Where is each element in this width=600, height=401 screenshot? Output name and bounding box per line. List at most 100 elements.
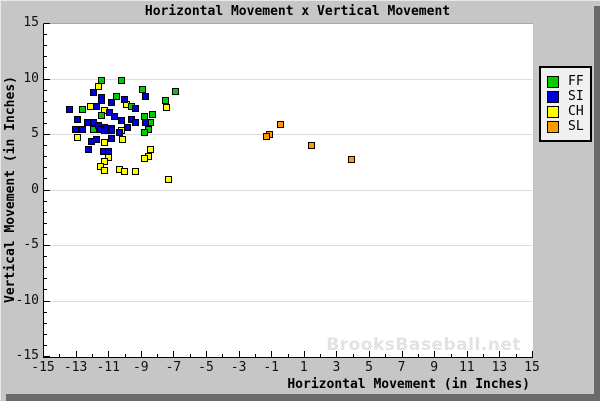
y-minor-tick <box>44 145 47 146</box>
x-major-tick <box>369 351 370 357</box>
data-point-si <box>107 99 115 107</box>
data-point-si <box>117 117 125 125</box>
data-point-ff <box>112 92 120 100</box>
x-axis-label: Horizontal Movement (in Inches) <box>287 377 530 392</box>
data-point-ch <box>101 139 109 147</box>
x-major-tick <box>239 351 240 357</box>
data-point-sl <box>262 132 270 140</box>
x-tick-label: 3 <box>332 360 341 375</box>
y-tick-label: -5 <box>23 237 39 252</box>
data-point-si <box>73 116 81 124</box>
data-point-si <box>93 102 101 110</box>
data-point-ch <box>163 103 171 111</box>
x-major-tick <box>271 351 272 357</box>
x-tick-label: 11 <box>458 360 475 375</box>
y-minor-tick <box>44 45 47 46</box>
legend-item: SL <box>547 120 584 133</box>
x-major-tick <box>304 351 305 357</box>
data-point-si <box>121 96 128 104</box>
data-point-ff <box>140 112 148 120</box>
x-tick-label: -7 <box>165 360 182 375</box>
x-minor-tick <box>288 354 289 357</box>
y-minor-tick <box>44 201 47 202</box>
x-major-tick <box>467 351 468 357</box>
data-point-si <box>132 119 140 127</box>
y-major-tick <box>44 301 50 302</box>
data-point-ff <box>98 111 106 119</box>
data-point-ch <box>165 176 172 183</box>
x-minor-tick <box>418 354 419 357</box>
y-tick-label: 0 <box>31 181 39 197</box>
panel-shadow-bottom-edge <box>6 394 600 401</box>
data-point-ch <box>73 133 81 141</box>
data-point-si <box>116 129 124 137</box>
x-major-tick <box>173 351 174 357</box>
data-point-ch <box>101 167 109 175</box>
legend-swatch <box>547 105 559 118</box>
plot-area <box>43 23 533 358</box>
x-major-tick <box>434 351 435 357</box>
legend-swatch <box>547 75 559 88</box>
x-tick-label: -13 <box>63 360 88 375</box>
x-tick-label: 9 <box>430 360 439 375</box>
legend-item: SI <box>547 90 584 103</box>
x-tick-label: 5 <box>365 360 373 375</box>
x-minor-tick <box>353 354 354 357</box>
x-minor-tick <box>320 354 321 357</box>
y-minor-tick <box>44 67 47 68</box>
x-minor-tick <box>451 354 452 357</box>
gridline <box>44 78 532 80</box>
data-point-ch <box>132 168 140 176</box>
gridline <box>44 245 532 246</box>
y-minor-tick <box>44 234 47 235</box>
x-tick-label: -3 <box>230 360 247 375</box>
data-point-ff <box>171 88 179 96</box>
y-minor-tick <box>44 289 47 290</box>
y-major-tick <box>44 134 50 135</box>
x-minor-tick <box>222 354 223 357</box>
legend-label: SL <box>568 119 584 134</box>
y-minor-tick <box>44 123 47 124</box>
data-point-ch <box>86 102 94 110</box>
x-major-tick <box>141 351 142 357</box>
data-point-si <box>93 136 101 144</box>
y-minor-tick <box>44 345 47 346</box>
y-minor-tick <box>44 267 47 268</box>
data-point-si <box>142 119 150 127</box>
y-minor-tick <box>44 56 47 57</box>
data-point-ff <box>140 129 148 137</box>
y-tick-label: 10 <box>23 70 39 86</box>
x-tick-label: 7 <box>397 360 406 375</box>
legend-item: FF <box>547 75 584 88</box>
y-minor-tick <box>44 167 47 168</box>
data-point-si <box>107 127 115 135</box>
x-major-tick <box>499 351 500 357</box>
y-major-tick <box>44 23 50 24</box>
data-point-ch <box>96 162 104 170</box>
y-minor-tick <box>44 178 47 179</box>
x-major-tick <box>43 351 44 357</box>
y-minor-tick <box>44 323 47 324</box>
data-point-ch <box>140 154 148 162</box>
data-point-ff <box>117 77 125 85</box>
legend-label: FF <box>568 74 584 89</box>
x-major-tick <box>402 351 403 357</box>
data-point-si <box>98 97 106 105</box>
data-point-si <box>83 119 91 127</box>
y-minor-tick <box>44 90 47 91</box>
data-point-sl <box>308 141 316 149</box>
data-point-si <box>85 146 93 154</box>
data-point-si <box>124 123 132 131</box>
y-tick-label: -15 <box>15 348 39 363</box>
x-minor-tick <box>92 354 93 357</box>
panel-shadow-right-edge <box>594 6 600 401</box>
y-minor-tick <box>44 278 47 279</box>
y-minor-tick <box>44 101 47 102</box>
x-tick-label: -1 <box>263 360 280 375</box>
data-point-ch <box>101 158 109 166</box>
y-major-tick <box>44 356 50 357</box>
data-point-si <box>65 106 73 114</box>
gridline <box>44 134 532 135</box>
y-major-tick <box>44 190 50 191</box>
